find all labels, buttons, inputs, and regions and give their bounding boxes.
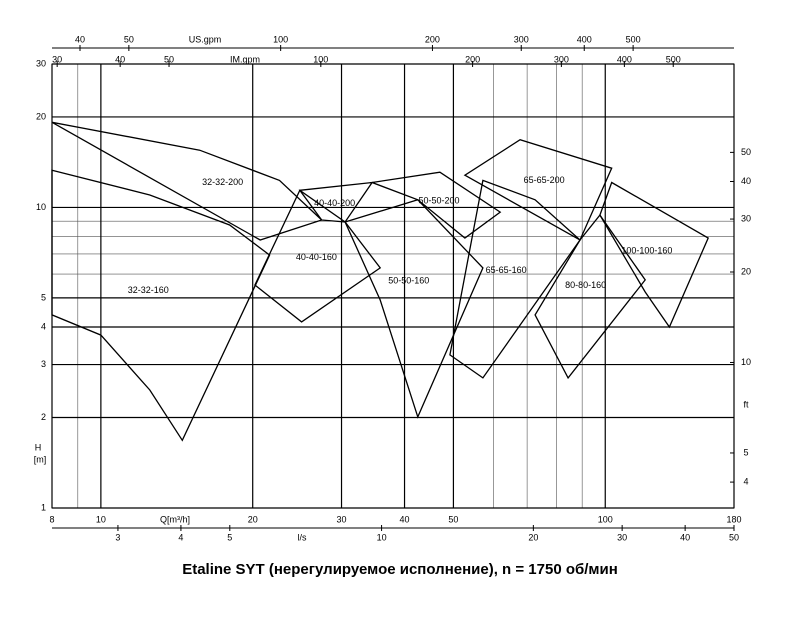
x-tick-label: 100: [598, 514, 613, 524]
tick-label: 50: [741, 147, 751, 157]
axis-label: l/s: [298, 532, 308, 542]
region-label: 50-50-160: [388, 276, 429, 286]
y-axis-label: H: [35, 442, 42, 452]
pump-region: [51, 121, 323, 241]
pump-region: [369, 171, 502, 239]
tick-label: 4: [743, 476, 748, 486]
x-tick-label: 10: [96, 514, 106, 524]
tick-label: 40: [75, 34, 85, 44]
y-tick-label: 1: [41, 502, 46, 512]
tick-label: 100: [313, 54, 328, 64]
tick-label: 200: [465, 54, 480, 64]
tick-label: 20: [741, 266, 751, 276]
tick-label: 5: [743, 447, 748, 457]
y-tick-label: 2: [41, 412, 46, 422]
y-tick-label: 5: [41, 292, 46, 302]
pump-region: [599, 181, 710, 329]
x-tick-label: 180: [726, 514, 741, 524]
tick-label: 4: [178, 532, 183, 542]
axis-label: US.gpm: [189, 34, 222, 44]
axis-label: IM.gpm: [230, 54, 260, 64]
region-label: 50-50-200: [418, 195, 459, 205]
tick-label: 50: [729, 532, 739, 542]
x-tick-label: 50: [448, 514, 458, 524]
caption: Etaline SYT (нерегулируемое исполнение),…: [182, 561, 618, 578]
pump-region: [534, 214, 647, 380]
tick-label: 300: [514, 34, 529, 44]
tick-label: 200: [425, 34, 440, 44]
axis-label: ft: [743, 399, 749, 409]
y-tick-label: 10: [36, 202, 46, 212]
region-label: 32-32-160: [128, 285, 169, 295]
tick-label: 40: [115, 54, 125, 64]
pump-region: [449, 179, 581, 379]
region-label: 65-65-160: [486, 265, 527, 275]
tick-label: 50: [124, 34, 134, 44]
region-label: 40-40-200: [314, 198, 355, 208]
tick-label: 30: [52, 54, 62, 64]
tick-label: 10: [377, 532, 387, 542]
tick-label: 3: [115, 532, 120, 542]
tick-label: 20: [528, 532, 538, 542]
x-tick-label: 20: [248, 514, 258, 524]
x-tick-label: 40: [400, 514, 410, 524]
tick-label: 40: [741, 176, 751, 186]
tick-label: 10: [741, 357, 751, 367]
x-tick-label: 30: [337, 514, 347, 524]
pump-region: [254, 189, 382, 323]
pump-region: [463, 138, 613, 241]
x-tick-label: 8: [49, 514, 54, 524]
x-axis-label: Q[m³/h]: [160, 514, 190, 524]
tick-label: 500: [666, 54, 681, 64]
tick-label: 100: [273, 34, 288, 44]
region-label: 32-32-200: [202, 177, 243, 187]
pump-region: [51, 169, 271, 442]
tick-label: 500: [626, 34, 641, 44]
tick-label: 300: [554, 54, 569, 64]
region-label: 40-40-160: [296, 252, 337, 262]
y-tick-label: 3: [41, 359, 46, 369]
tick-label: 30: [741, 213, 751, 223]
y-tick-label: 30: [36, 58, 46, 68]
tick-label: 400: [617, 54, 632, 64]
pump-region: [344, 199, 484, 419]
tick-label: 5: [227, 532, 232, 542]
tick-label: 40: [680, 532, 690, 542]
region-label: 100-100-160: [621, 245, 672, 255]
y-tick-label: 4: [41, 321, 46, 331]
region-label: 80-80-160: [565, 280, 606, 290]
y-axis-unit: [m]: [34, 454, 47, 464]
tick-label: 400: [577, 34, 592, 44]
region-label: 65-65-200: [524, 175, 565, 185]
y-tick-label: 20: [36, 111, 46, 121]
tick-label: 30: [617, 532, 627, 542]
tick-label: 50: [164, 54, 174, 64]
